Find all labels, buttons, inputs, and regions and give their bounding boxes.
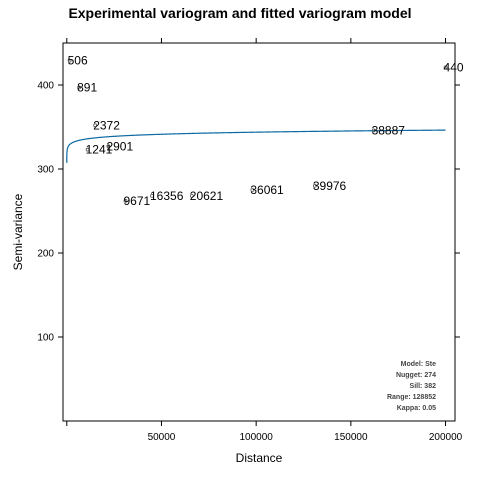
data-point: [93, 123, 98, 128]
point-label: 2901: [106, 139, 133, 153]
data-point: [312, 183, 317, 188]
data-point: [106, 144, 111, 149]
data-point: [123, 199, 128, 203]
point-label: 38887: [372, 123, 406, 137]
point-label: 1241: [86, 143, 113, 157]
point-label: 36061: [250, 183, 284, 197]
legend-nugget: Nugget: 274: [396, 372, 436, 379]
point-label: 9671: [123, 194, 150, 208]
legend-model: Model: Ste: [401, 361, 436, 368]
point-label: 39976: [313, 179, 347, 193]
data-point: [443, 65, 448, 70]
y-tick-label: 400: [37, 81, 54, 92]
point-label: 506: [68, 54, 88, 68]
point-label: 891: [77, 81, 97, 95]
data-point: [189, 193, 194, 198]
data-point: [150, 193, 154, 198]
y-tick-label: 200: [37, 249, 54, 260]
data-point: [85, 147, 90, 152]
model-parameters-legend: Model: Ste Nugget: 274 Sill: 382 Range: …: [387, 361, 436, 412]
legend-range: Range: 128852: [387, 394, 436, 401]
chart-title: Experimental variogram and fitted variog…: [68, 5, 411, 21]
x-tick-label: 200000: [429, 432, 463, 443]
y-tick-label: 300: [37, 165, 54, 176]
y-axis-label: Semi-variance: [11, 193, 25, 270]
y-tick-label: 100: [37, 333, 54, 344]
data-point: [250, 188, 255, 192]
legend-kappa: Kappa: 0.05: [397, 405, 436, 412]
plot-frame: [62, 42, 456, 422]
y-axis-ticks: 100 200 300 400: [37, 81, 460, 344]
data-point: [67, 58, 72, 63]
x-tick-label: 100000: [239, 432, 273, 443]
point-label: 440: [444, 60, 464, 74]
point-label: 20621: [190, 189, 224, 203]
experimental-points: 506 891 1241 2372 2901 9671 16356 20621 36061 399…: [68, 54, 464, 208]
x-axis-ticks: 50000 100000 150000 200000: [66, 38, 463, 443]
fitted-model-curve: [66, 129, 446, 163]
point-label: 2372: [93, 118, 120, 132]
data-point: [77, 85, 81, 90]
data-point: [371, 128, 376, 133]
x-axis-label: Distance: [236, 451, 283, 465]
x-tick-label: 150000: [334, 432, 368, 443]
legend-sill: Sill: 382: [410, 383, 437, 390]
point-label: 16356: [150, 189, 184, 203]
x-tick-label: 50000: [148, 432, 176, 443]
